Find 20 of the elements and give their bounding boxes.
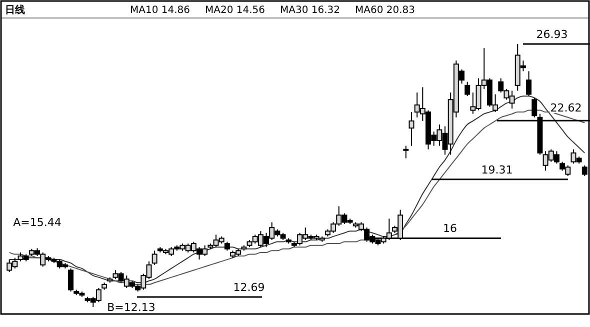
candlestick	[582, 164, 588, 177]
annotation: B=12.13	[107, 301, 156, 314]
text: MA20 14.56	[205, 5, 265, 16]
candlestick	[464, 81, 470, 97]
candlestick	[408, 112, 414, 146]
ref-line-label: 16	[443, 222, 457, 236]
candlestick	[403, 145, 409, 159]
candlestick	[532, 97, 538, 118]
ref-line-label: 19.31	[481, 163, 513, 176]
candlestick	[526, 70, 532, 97]
ref-line-label: 26.93	[536, 28, 568, 41]
candlestick	[152, 250, 158, 266]
candlestick	[68, 268, 74, 292]
text: 日线	[5, 4, 25, 16]
text: MA30 16.32	[280, 5, 340, 16]
text: MA60 20.83	[355, 5, 415, 16]
ref-line-label: 22.62	[550, 102, 582, 115]
text: MA10 14.86	[130, 5, 190, 16]
annotation: A=15.44	[13, 216, 62, 230]
ref-line-label: 12.69	[233, 281, 265, 294]
